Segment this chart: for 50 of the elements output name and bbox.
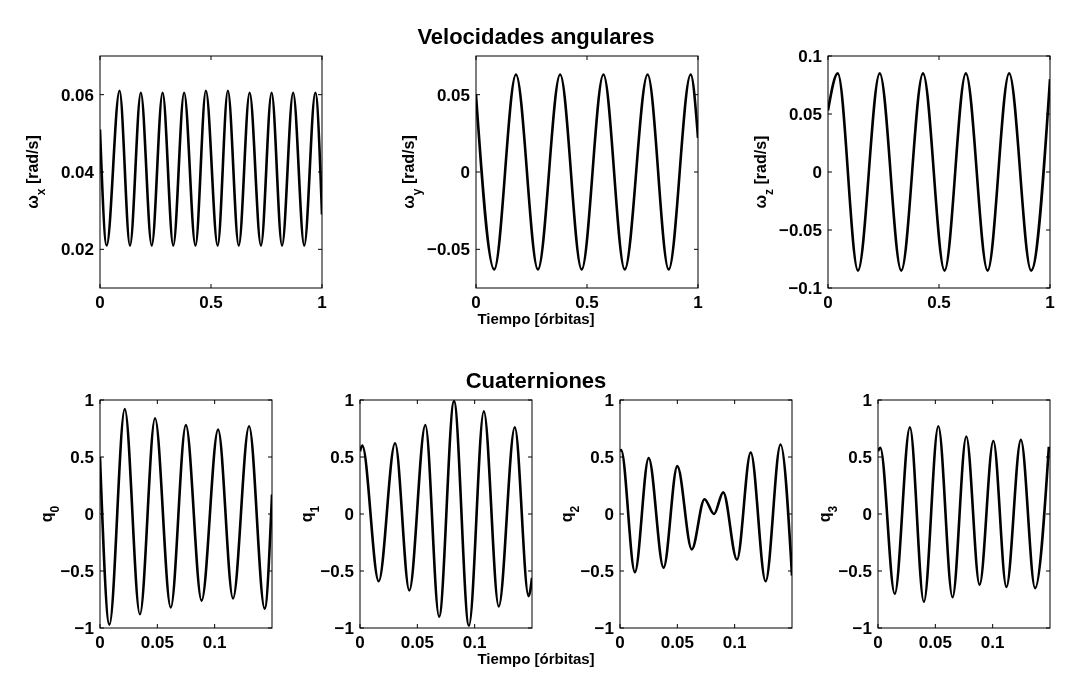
x-axis-title: Tiempo [órbitas]: [477, 650, 595, 667]
y-tick-label: 0.05: [436, 85, 470, 105]
y-tick-label: −1: [852, 618, 872, 638]
y-tick-label: −1: [594, 618, 614, 638]
x-tick-label: 0.05: [140, 633, 174, 652]
x-tick-label: 1: [693, 293, 703, 312]
y-tick-label: 0.05: [788, 104, 822, 124]
y-tick-label: 0.5: [848, 447, 872, 467]
x-tick-label: 1: [317, 293, 327, 312]
y-tick-label: 0: [812, 162, 822, 182]
y-tick-label: 0: [460, 162, 470, 182]
y-tick-label: 0.04: [60, 162, 95, 182]
y-tick-label: −1: [334, 618, 354, 638]
y-tick-label: −0.5: [60, 561, 94, 581]
y-tick-label: −0.5: [320, 561, 354, 581]
y-tick-label: 1: [604, 390, 614, 410]
y-tick-label: 0: [344, 504, 354, 524]
y-tick-label: −0.05: [426, 240, 470, 260]
x-tick-label: 0.5: [927, 293, 951, 312]
x-tick-label: 0.05: [918, 633, 952, 652]
y-tick-label: 1: [862, 390, 872, 410]
x-tick-label: 0.05: [660, 633, 694, 652]
y-tick-label: −0.1: [788, 278, 822, 298]
y-tick-label: −1: [74, 618, 94, 638]
y-tick-label: 0.06: [60, 85, 94, 105]
x-tick-label: 0.1: [462, 633, 487, 652]
y-tick-label: 0.5: [590, 447, 614, 467]
y-tick-label: −0.5: [838, 561, 872, 581]
y-tick-label: −0.05: [778, 220, 822, 240]
x-tick-label: 0.1: [722, 633, 747, 652]
x-tick-label: 0.1: [980, 633, 1005, 652]
x-tick-label: 0.1: [202, 633, 227, 652]
x-tick-label: 0.05: [400, 633, 434, 652]
y-tick-label: 0: [84, 504, 94, 524]
chart-title: Velocidades angulares: [417, 24, 655, 49]
chart-title: Cuaterniones: [465, 368, 607, 393]
x-tick-label: 1: [1045, 293, 1055, 312]
y-tick-label: 1: [344, 390, 354, 410]
y-tick-label: 0: [604, 504, 614, 524]
y-tick-label: 1: [84, 390, 94, 410]
y-tick-label: 0.1: [798, 46, 822, 66]
x-tick-label: 0.5: [575, 293, 599, 312]
y-tick-label: 0.5: [330, 447, 354, 467]
y-tick-label: −0.5: [580, 561, 614, 581]
x-axis-title: Tiempo [órbitas]: [477, 310, 595, 327]
y-tick-label: 0.5: [70, 447, 94, 467]
y-tick-label: 0.02: [60, 240, 94, 260]
line-series: [360, 400, 532, 628]
x-tick-label: 0.5: [199, 293, 223, 312]
y-tick-label: 0: [862, 504, 872, 524]
